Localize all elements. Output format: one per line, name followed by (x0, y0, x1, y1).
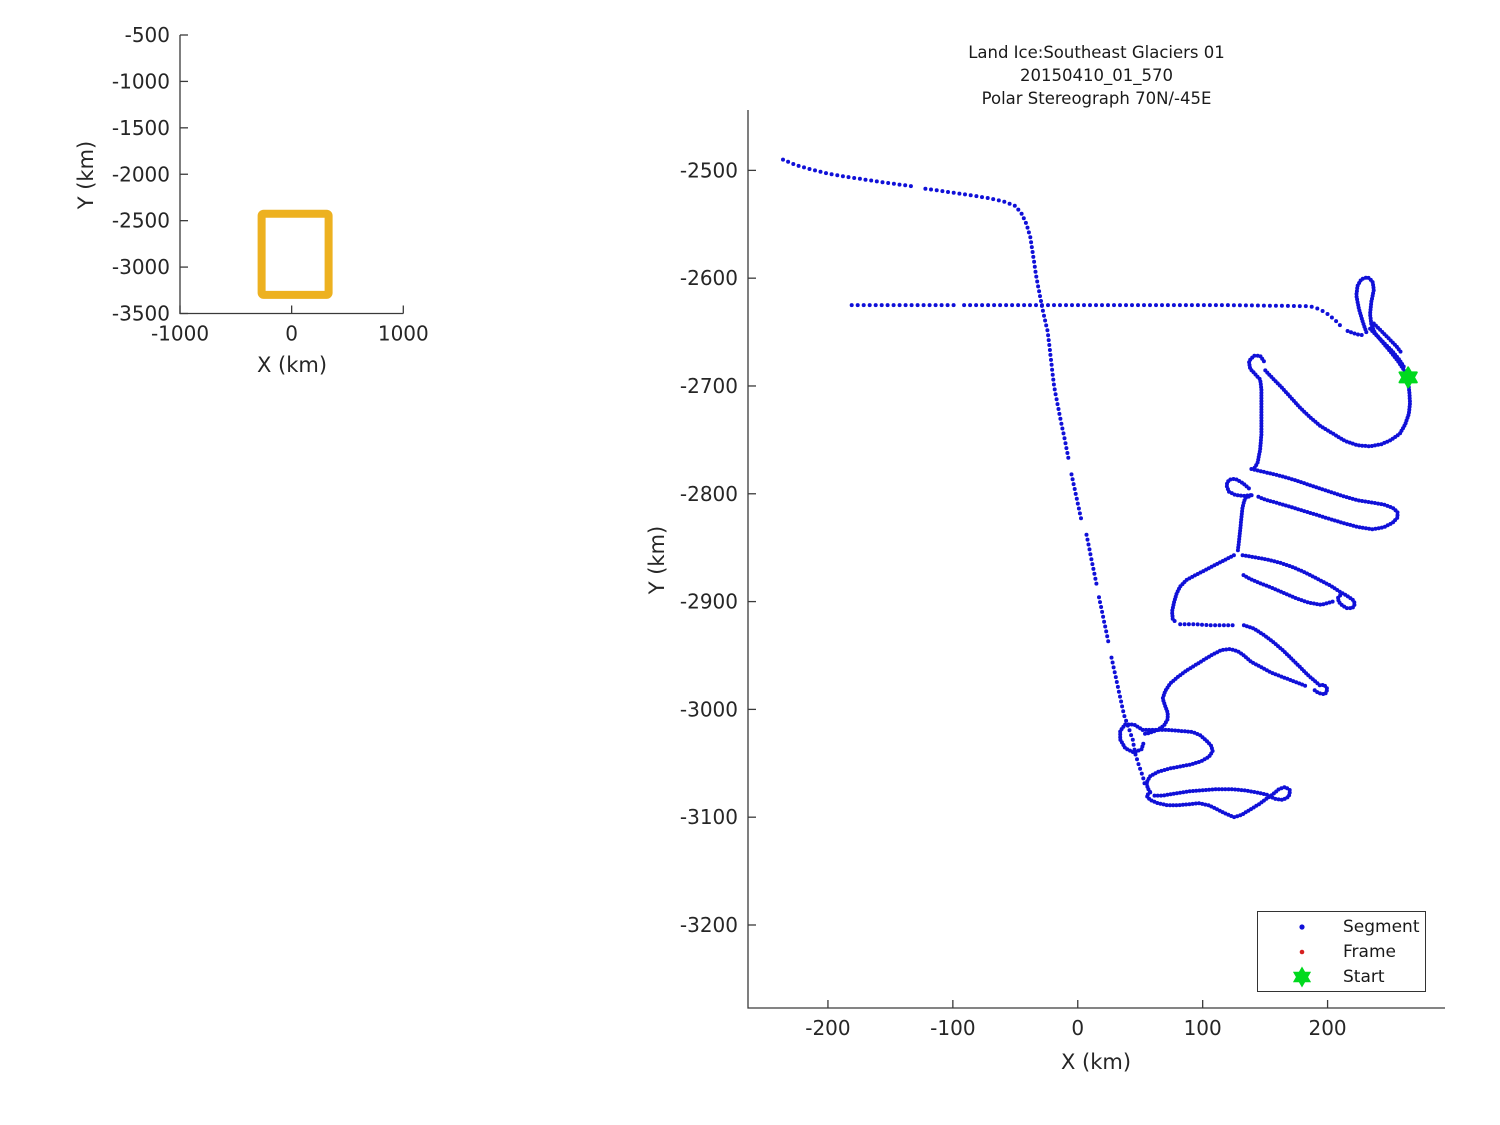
track-stroke-survey-line-a (849, 303, 956, 308)
overview-y-tick-label: -3000 (112, 255, 170, 279)
flight-bounding-box (257, 209, 333, 299)
track-stroke-dive-dash-3 (1097, 595, 1111, 644)
track-stroke-approach-strand-3 (1371, 321, 1403, 354)
legend-label-frame: Frame (1343, 941, 1396, 962)
segment-marker-glyph (1299, 923, 1305, 930)
main-y-tick-label: -2700 (680, 374, 738, 398)
track-stroke-row2-top (1178, 622, 1235, 628)
track-stroke-approach-strand-2 (1368, 326, 1406, 369)
track-stroke-row1-left-loop (1224, 477, 1254, 553)
main-xlabel: X (km) (1060, 1050, 1132, 1074)
track-stroke-row1-branch-back (1241, 573, 1335, 607)
overview-x-tick-label: -1000 (151, 322, 209, 346)
segment-dot-icon (1291, 916, 1313, 938)
main-y-tick-label: -2500 (680, 158, 738, 182)
overview-ylabel-text: Y (km) (74, 140, 98, 210)
main-x-tick-label: -100 (930, 1016, 975, 1040)
overview-ylabel: Y (km) (72, 115, 100, 235)
track-stroke-start-sweep (1263, 368, 1412, 449)
overview-y-tick-label: -2000 (112, 162, 170, 186)
overview-xlabel: X (km) (256, 353, 328, 377)
track-stroke-south-loop (1145, 785, 1292, 820)
overview-axes: -1000 0 1000 -500 -1000 -1500 -2000 -2500 -3000 -… (112, 23, 429, 346)
main-title-line-3: Polar Stereograph 70N/-45E (981, 89, 1212, 108)
track-stroke-row3-out-back (1140, 727, 1215, 794)
main-y-tick-label: -2800 (680, 482, 738, 506)
start-hexagram-icon (1291, 966, 1313, 988)
main-title-line-2: 20150410_01_570 (1020, 66, 1173, 85)
track-stroke-survey-line-c (1345, 329, 1364, 337)
track-stroke-transit-dive (923, 186, 1071, 460)
legend-label-segment: Segment (1343, 916, 1420, 937)
track-stroke-survey-line-b (962, 303, 1342, 328)
main-title: Land Ice:Southeast Glaciers 01 20150410_… (748, 41, 1445, 110)
legend-row-start: Start (1258, 964, 1425, 989)
track-stroke-descent-connector (1170, 553, 1236, 623)
main-y-tick-label: -3100 (680, 805, 738, 829)
main-x-tick-label: 100 (1184, 1016, 1222, 1040)
main-title-line-1: Land Ice:Southeast Glaciers 01 (968, 43, 1225, 62)
main-x-tick-label: 200 (1308, 1016, 1346, 1040)
overview-y-tick-label: -500 (125, 23, 170, 47)
main-x-tick-label: 0 (1071, 1016, 1084, 1040)
frame-marker-glyph (1299, 949, 1305, 954)
track-stroke-dive-dash-2 (1084, 532, 1099, 586)
frame-dot-icon (1291, 941, 1313, 963)
legend-row-segment: Segment (1258, 914, 1425, 939)
track-stroke-row3-left-loop (1118, 722, 1146, 754)
start-marker-glyph (1292, 966, 1312, 987)
start-marker (1398, 366, 1418, 389)
main-y-tick-label: -3000 (680, 697, 738, 721)
overview-y-tick-label: -2500 (112, 209, 170, 233)
track-stroke-row1-branch-out (1240, 553, 1357, 611)
main-axes: -200 -100 0 100 200 -2500 -2600 -2700 -2800 -2900… (680, 110, 1445, 1040)
track-stroke-row2-back (1143, 647, 1308, 736)
main-y-tick-label: -2900 (680, 590, 738, 614)
overview-x-tick-label: 0 (285, 322, 298, 346)
track-stroke-transit-west (781, 157, 913, 189)
track-stroke-dive-dash-4 (1109, 655, 1147, 786)
main-y-tick-label: -2600 (680, 266, 738, 290)
overview-x-tick-label: 1000 (378, 322, 429, 346)
main-ylabel: Y (km) (643, 500, 671, 620)
track-stroke-row2-out (1241, 623, 1329, 696)
overview-y-tick-label: -1000 (112, 69, 170, 93)
overview-y-tick-label: -3500 (112, 302, 170, 326)
track-stroke-glacier-loop-vertical (1247, 353, 1266, 470)
segment-track (781, 157, 1412, 820)
overview-y-tick-label: -1500 (112, 116, 170, 140)
legend-label-start: Start (1343, 966, 1385, 987)
main-ylabel-text: Y (km) (645, 525, 669, 595)
track-stroke-row1-out-back (1249, 467, 1400, 532)
main-x-tick-label: -200 (805, 1016, 850, 1040)
main-y-tick-label: -3200 (680, 913, 738, 937)
legend-row-frame: Frame (1258, 939, 1425, 964)
legend: Segment Frame Start (1257, 911, 1426, 992)
track-stroke-dive-dash-1 (1069, 472, 1083, 521)
